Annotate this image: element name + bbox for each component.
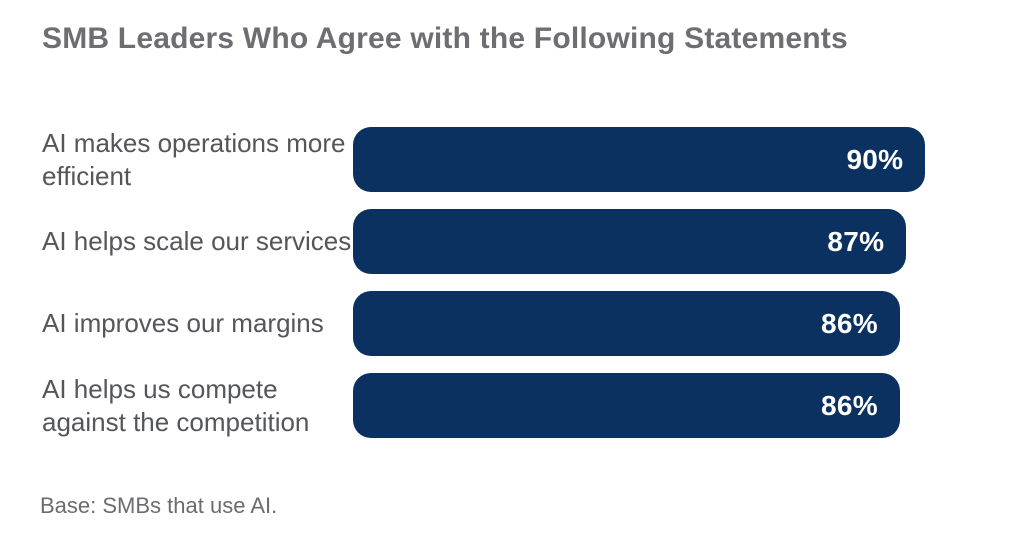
- chart-title: SMB Leaders Who Agree with the Following…: [42, 22, 848, 55]
- chart-row: AI makes operations more efficient 90%: [0, 127, 1018, 192]
- bar-chart: AI makes operations more efficient 90% A…: [0, 127, 1018, 455]
- bar-track: 90%: [353, 127, 989, 192]
- bar-value-label: 90%: [846, 143, 904, 175]
- bar-track: 86%: [353, 373, 989, 438]
- bar-value-label: 87%: [827, 225, 885, 257]
- category-label: AI helps scale our services: [42, 226, 352, 257]
- category-label: AI helps us compete against the competit…: [42, 373, 310, 437]
- bar: 87%: [353, 209, 907, 274]
- bar-value-label: 86%: [821, 307, 878, 339]
- bar: 90%: [353, 127, 926, 192]
- bar-track: 87%: [353, 209, 989, 274]
- chart-row: AI improves our margins 86%: [0, 291, 1018, 356]
- chart-row: AI helps us compete against the competit…: [0, 373, 1018, 438]
- category-label: AI improves our margins: [42, 308, 324, 339]
- bar-track: 86%: [353, 291, 989, 356]
- bar: 86%: [353, 291, 900, 356]
- category-label: AI makes operations more efficient: [42, 127, 346, 191]
- bar-value-label: 86%: [821, 389, 878, 421]
- chart-footnote: Base: SMBs that use AI.: [40, 493, 278, 518]
- bar: 86%: [353, 373, 900, 438]
- chart-row: AI helps scale our services 87%: [0, 209, 1018, 274]
